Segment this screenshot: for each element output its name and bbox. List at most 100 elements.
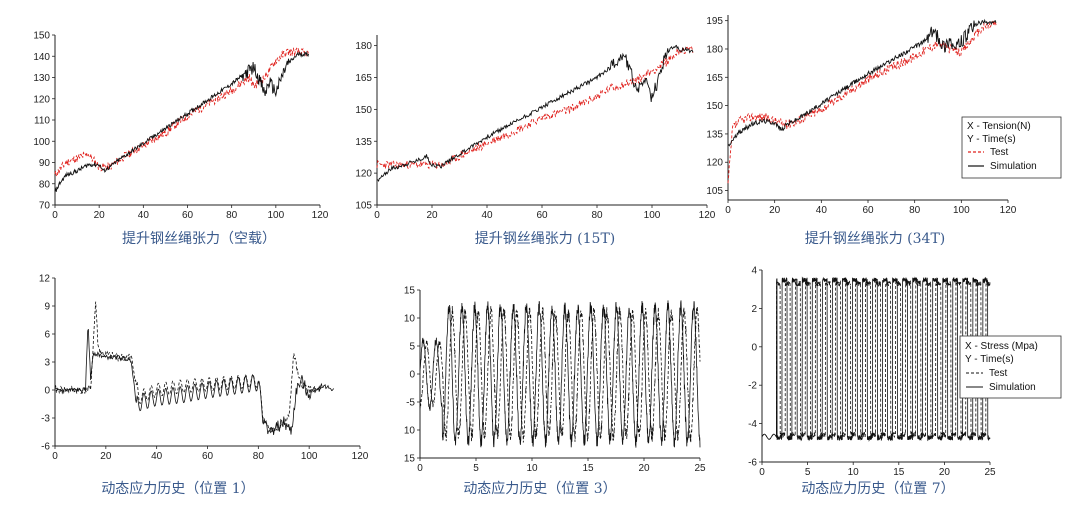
y-tick-label: 5 (409, 342, 415, 353)
x-tick-label: 60 (862, 205, 874, 216)
y-tick-label: 135 (706, 129, 723, 140)
x-tick-label: 20 (638, 463, 650, 474)
y-tick-label: 165 (706, 73, 723, 84)
x-tick-label: 20 (100, 451, 112, 462)
y-tick-label: 140 (33, 52, 50, 63)
y-tick-label: 165 (355, 73, 372, 84)
legend-stress-test: Test (989, 368, 1008, 379)
x-tick-label: 5 (805, 467, 811, 478)
x-tick-label: 15 (893, 467, 905, 478)
y-tick-label: 150 (33, 31, 50, 42)
y-tick-label: 4 (751, 266, 757, 277)
x-tick-label: 60 (536, 210, 548, 221)
x-tick-label: 25 (694, 463, 706, 474)
x-tick-label: 80 (591, 210, 603, 221)
y-tick-label: 100 (33, 137, 50, 148)
x-tick-label: 40 (138, 210, 150, 221)
legend-stress-x: X - Stress (Mpa) (965, 341, 1038, 352)
x-tick-label: 20 (426, 210, 438, 221)
x-tick-label: 60 (202, 451, 214, 462)
y-tick-label: 120 (355, 169, 372, 180)
y-tick-label: 0 (44, 386, 50, 397)
legend-stress: X - Stress (Mpa) Y - Time(s) Test Simula… (959, 335, 1062, 399)
tension-chart-34t: 0 20 40 60 80 100 120 105 120 135 150 165 180 195 (706, 15, 1017, 216)
x-tick-label: 0 (374, 210, 380, 221)
caption-stress-pos3: 动态应力历史（位置 3） (463, 480, 616, 497)
x-tick-label: 60 (182, 210, 194, 221)
legend-tension-x: X - Tension(N) (967, 121, 1031, 132)
series-line-simulation (727, 18, 997, 147)
x-tick-label: 10 (848, 467, 860, 478)
x-tick-label: 20 (939, 467, 951, 478)
x-tick-label: 25 (984, 467, 996, 478)
stress-chart-position-1: 0 20 40 60 80 100 120 -6 -3 0 3 6 9 12 (39, 274, 369, 463)
y-tick-label: -2 (748, 381, 757, 392)
y-tick-label: 12 (39, 274, 51, 285)
y-tick-label: 10 (404, 426, 416, 437)
legend-tension-y: Y - Time(s) (967, 134, 1016, 145)
y-tick-label: 9 (44, 302, 50, 313)
x-tick-label: 40 (481, 210, 493, 221)
series-line-simulation (376, 44, 694, 183)
y-tick-label: 130 (33, 73, 50, 84)
y-tick-label: 150 (706, 101, 723, 112)
series-line-test (54, 301, 322, 434)
caption-tension-15t: 提升钢丝绳张力 (15T) (475, 231, 616, 247)
x-tick-label: 80 (226, 210, 238, 221)
y-tick-label: 120 (706, 158, 723, 169)
x-tick-label: 100 (301, 451, 318, 462)
x-tick-label: 120 (312, 210, 329, 221)
y-tick-label: -4 (748, 419, 757, 430)
y-tick-label: -5 (406, 398, 415, 409)
y-tick-label: 10 (404, 314, 416, 325)
y-tick-label: 0 (409, 370, 415, 381)
y-tick-label: 135 (355, 137, 372, 148)
y-tick-label: 80 (39, 179, 51, 190)
y-tick-label: 105 (706, 186, 723, 197)
y-tick-label: 110 (34, 116, 50, 127)
y-tick-label: 105 (355, 201, 372, 212)
series-line-test (761, 279, 991, 440)
x-tick-label: 80 (253, 451, 265, 462)
tension-chart-empty: 0 20 40 60 80 100 120 70 80 90 100 110 120 130 140 150 (33, 31, 328, 222)
series-line-simulation (419, 300, 701, 448)
x-tick-label: 100 (644, 210, 661, 221)
x-tick-label: 10 (526, 463, 538, 474)
x-tick-label: 20 (94, 210, 106, 221)
x-tick-label: 100 (267, 210, 284, 221)
legend-stress-box (959, 335, 1062, 399)
tension-chart-15t: 0 20 40 60 80 100 120 105 120 135 150 165 180 (355, 35, 716, 221)
x-tick-label: 20 (769, 205, 781, 216)
series-line-simulation (54, 329, 335, 436)
series-line-test (419, 305, 701, 443)
legend-tension-simulation: Simulation (990, 161, 1037, 172)
y-tick-label: 2 (751, 304, 757, 315)
x-tick-label: 120 (699, 210, 716, 221)
series-line-test (54, 47, 310, 178)
caption-tension-34t: 提升钢丝绳张力 (34T) (805, 231, 946, 247)
y-tick-label: 3 (44, 358, 50, 369)
y-tick-label: 6 (44, 330, 50, 341)
series-line-test (727, 20, 997, 184)
legend-tension: X - Tension(N) Y - Time(s) Test Simulati… (961, 116, 1062, 179)
y-tick-label: 15 (404, 286, 416, 297)
x-tick-label: 0 (52, 210, 58, 221)
x-tick-label: 0 (52, 451, 58, 462)
y-tick-label: 0 (751, 342, 757, 353)
y-tick-label: 150 (355, 105, 372, 116)
legend-tension-box (961, 116, 1062, 179)
x-tick-label: 5 (473, 463, 479, 474)
x-tick-label: 0 (725, 205, 731, 216)
y-tick-label: 70 (39, 201, 51, 212)
y-tick-label: 195 (706, 16, 723, 27)
y-tick-label: 15 (404, 454, 416, 465)
x-tick-label: 0 (759, 467, 765, 478)
y-tick-label: 90 (39, 158, 51, 169)
y-tick-label: 180 (706, 44, 723, 55)
y-tick-label: 180 (355, 41, 372, 52)
y-tick-label: -6 (41, 442, 50, 453)
x-tick-label: 15 (582, 463, 594, 474)
y-tick-label: -3 (41, 414, 50, 425)
